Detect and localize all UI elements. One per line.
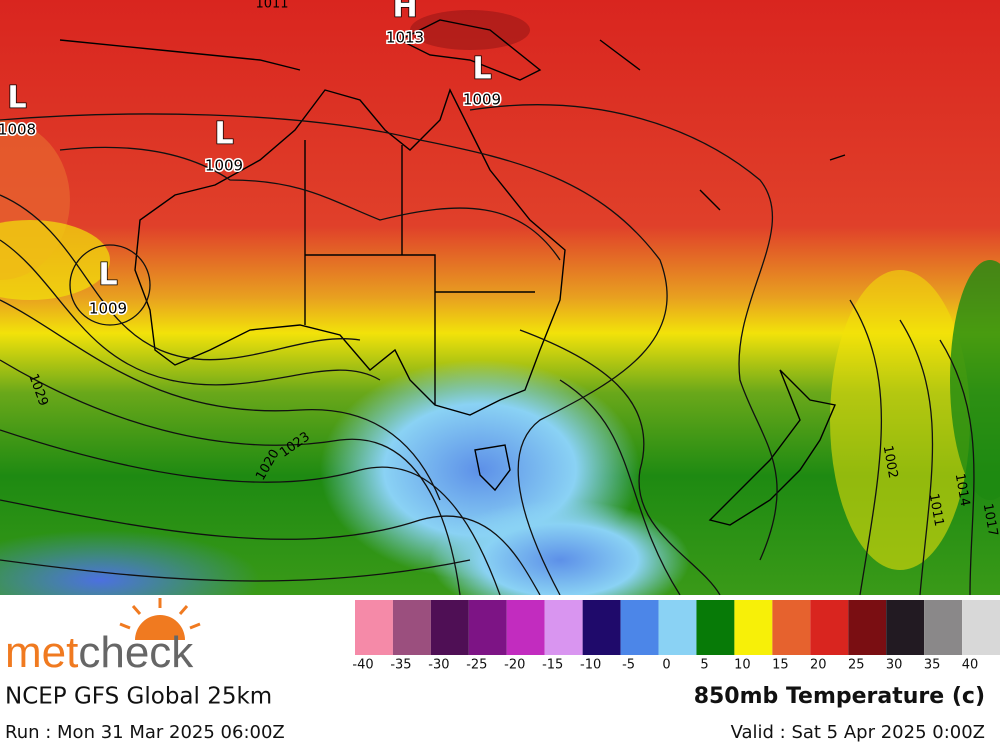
logo-met: met	[5, 628, 78, 677]
legend-tick-label: 30	[886, 658, 903, 673]
logo-sun	[135, 615, 185, 640]
coastline	[59, 19, 846, 211]
legend-tick-label: -15	[542, 658, 563, 673]
logo-rays	[119, 598, 201, 630]
coastline	[134, 88, 566, 416]
legend-swatch	[582, 600, 621, 655]
legend-swatch	[468, 600, 507, 655]
legend-tick-label: -20	[504, 658, 525, 673]
legend-tick-label: 40	[962, 658, 979, 673]
legend-swatch	[544, 600, 583, 655]
pressure-value: 1013	[386, 29, 424, 47]
logo-check: check	[78, 628, 194, 677]
legend: -40 -35 -30 -25 -20 -15 -10 -5 0 5 10 15 20 25 30 35 40	[352, 600, 1000, 673]
pressure-symbol: H	[392, 0, 417, 25]
pressure-value: 1009	[205, 157, 243, 175]
legend-tick-label: -10	[580, 658, 601, 673]
pressure-symbol: L	[7, 81, 26, 116]
isobars	[0, 104, 975, 595]
legend-tick-label: 25	[848, 658, 865, 673]
legend-swatch	[392, 600, 431, 655]
field-patch	[830, 270, 970, 570]
pressure-value: 1009	[89, 300, 127, 318]
legend-swatch	[696, 600, 735, 655]
legend-swatch	[620, 600, 659, 655]
legend-swatch	[355, 600, 393, 655]
isobar-label: 1011	[255, 0, 288, 12]
legend-tick-label: 20	[810, 658, 827, 673]
valid-time: Valid : Sat 5 Apr 2025 0:00Z	[731, 722, 985, 743]
legend-tick-label: -5	[622, 658, 635, 673]
legend-swatch	[886, 600, 925, 655]
legend-swatch	[848, 600, 887, 655]
legend-swatch	[430, 600, 469, 655]
field-patch	[950, 260, 1000, 500]
legend-swatch	[810, 600, 849, 655]
field-name: 850mb Temperature (c)	[694, 684, 985, 709]
legend-tick-label: 5	[700, 658, 708, 673]
pressure-value: 1009	[463, 91, 501, 109]
cold-pool	[430, 500, 690, 595]
field-patch	[0, 220, 110, 300]
legend-tick-label: 15	[772, 658, 789, 673]
pressure-value: 1008	[0, 121, 36, 139]
legend-tick-label: -40	[352, 658, 373, 673]
pressure-symbol: L	[472, 52, 491, 87]
coastline	[474, 444, 511, 492]
legend-swatch	[506, 600, 545, 655]
run-time: Run : Mon 31 Mar 2025 06:00Z	[5, 722, 285, 743]
warm-core	[410, 10, 530, 50]
legend-swatch	[734, 600, 773, 655]
pressure-symbol: L	[98, 258, 117, 293]
legend-swatch	[962, 600, 1000, 655]
coastline	[304, 140, 535, 405]
isobar-label: 1002	[880, 444, 901, 479]
isobar-label: 1014	[952, 472, 973, 507]
isobar-label: 1011	[926, 492, 947, 527]
coastline	[708, 369, 836, 526]
legend-swatch	[924, 600, 963, 655]
legend-swatch	[772, 600, 811, 655]
isobar-label: 1017	[980, 502, 1000, 537]
legend-tick-label: -30	[428, 658, 449, 673]
legend-tick-label: -25	[466, 658, 487, 673]
model-name: NCEP GFS Global 25km	[5, 684, 272, 710]
pressure-symbol: L	[214, 117, 233, 152]
logo-text: metcheck	[5, 628, 194, 677]
legend-swatch	[658, 600, 697, 655]
legend-tick-label: 10	[734, 658, 751, 673]
legend-tick-label: 0	[662, 658, 670, 673]
legend-tick-label: -35	[390, 658, 411, 673]
map	[0, 0, 1000, 595]
legend-tick-label: 35	[924, 658, 941, 673]
logo: metcheck	[5, 598, 201, 677]
